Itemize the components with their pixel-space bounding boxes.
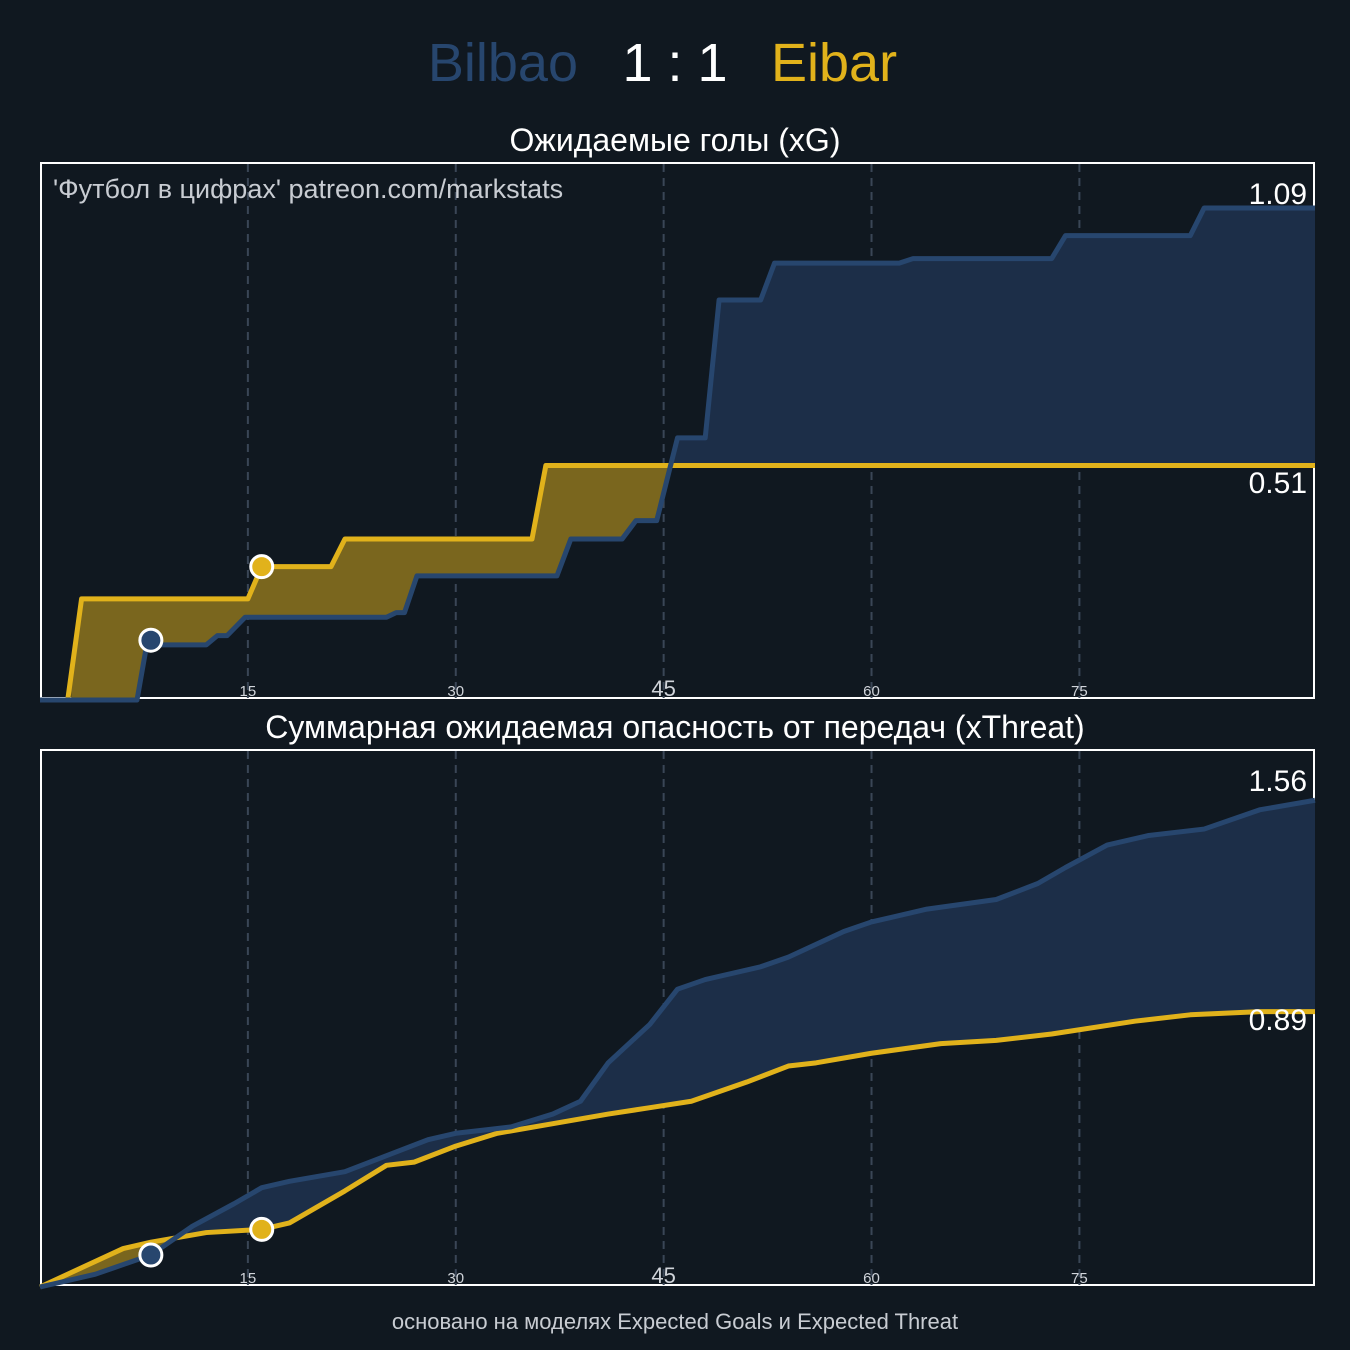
away-team-name: Eibar (771, 33, 898, 93)
xg-away-advantage-area (71, 465, 671, 700)
xg-home-final-label: 1.09 (1248, 178, 1307, 211)
xthreat-home-final-label: 1.56 (1248, 765, 1307, 798)
xthreat-x-tick-label: 15 (240, 1270, 257, 1287)
xg-bilbao-goal-marker (138, 627, 164, 653)
xthreat-x-tick-label: 45 (651, 1263, 675, 1288)
home-team-name: Bilbao (427, 33, 578, 93)
xg-x-tick-label: 60 (863, 683, 880, 700)
xg-x-tick-label: 30 (447, 683, 464, 700)
xthreat-home-advantage-area (178, 800, 1316, 1238)
xg-x-tick-label: 15 (240, 683, 257, 700)
footer-note: основано на моделях Expected Goals и Exp… (391, 1309, 959, 1334)
xg-bilbao-line (40, 205, 1315, 703)
xg-eibar-line (40, 462, 1315, 703)
xthreat-x-tick-label: 60 (863, 1270, 880, 1287)
xthreat-chart-title: Суммарная ожидаемая опасность от передач… (265, 709, 1085, 745)
xg-home-advantage-area (674, 207, 1315, 466)
match-score: 1 : 1 (622, 33, 728, 93)
xthreat-x-tick-label: 75 (1071, 1270, 1088, 1287)
xthreat-eibar-goal-marker (249, 1216, 275, 1242)
xg-x-tick-label: 75 (1071, 683, 1088, 700)
xg-away-final-label: 0.51 (1248, 467, 1307, 500)
watermark: 'Футбол в цифрах' patreon.com/markstats (53, 174, 564, 204)
xthreat-bilbao-line (39, 797, 1316, 1290)
xg-x-tick-label: 45 (651, 676, 675, 701)
xthreat-x-tick-label: 30 (447, 1270, 464, 1287)
xthreat-chart-frame (40, 749, 1315, 1286)
xthreat-away-final-label: 0.89 (1248, 1004, 1307, 1037)
xthreat-eibar-line (38, 1009, 1315, 1290)
xthreat-bilbao-goal-marker (138, 1242, 164, 1268)
xg-eibar-goal-marker (249, 554, 275, 580)
xg-chart-title: Ожидаемые голы (xG) (509, 122, 841, 158)
